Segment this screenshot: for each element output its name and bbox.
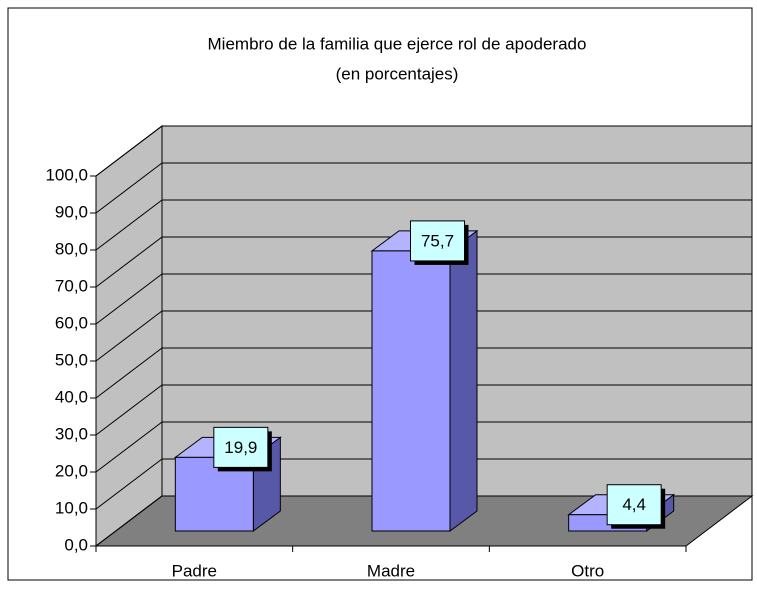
grid-line — [95, 236, 163, 288]
grid-line — [95, 125, 163, 177]
grid-line — [95, 162, 163, 214]
bar-side — [449, 229, 478, 532]
y-tick-label: 80,0 — [55, 239, 88, 258]
grid-line — [95, 273, 163, 325]
bar — [371, 250, 451, 532]
value-label-box — [410, 220, 465, 262]
y-tick-label: 90,0 — [55, 202, 88, 221]
value-label-box — [213, 426, 269, 468]
chart-title: Miembro de la familia que ejerce rol de … — [208, 34, 587, 53]
grid-line — [95, 458, 163, 510]
x-tick-label: Madre — [367, 561, 415, 580]
y-tick-label: 70,0 — [55, 276, 88, 295]
grid-line — [95, 310, 163, 362]
y-tick-label: 30,0 — [55, 424, 88, 443]
y-tick-label: 60,0 — [55, 313, 88, 332]
chart-subtitle: (en porcentajes) — [336, 64, 459, 83]
value-label: 75,7 — [421, 231, 454, 250]
y-tick-label: 10,0 — [55, 498, 88, 517]
grid-line — [95, 421, 163, 473]
grid-line — [95, 495, 163, 547]
y-tick-label: 100,0 — [45, 165, 88, 184]
x-tick-label: Otro — [571, 561, 604, 580]
value-label-box — [606, 484, 662, 526]
y-tick-label: 0,0 — [64, 535, 88, 554]
value-label: 4,4 — [622, 495, 646, 514]
grid-line — [95, 384, 163, 436]
x-tick-label: Padre — [172, 561, 217, 580]
y-tick-label: 20,0 — [55, 461, 88, 480]
grid-line — [95, 199, 163, 251]
grid-line — [95, 347, 163, 399]
value-label: 19,9 — [224, 438, 257, 457]
y-tick-label: 50,0 — [55, 350, 88, 369]
y-tick-label: 40,0 — [55, 387, 88, 406]
